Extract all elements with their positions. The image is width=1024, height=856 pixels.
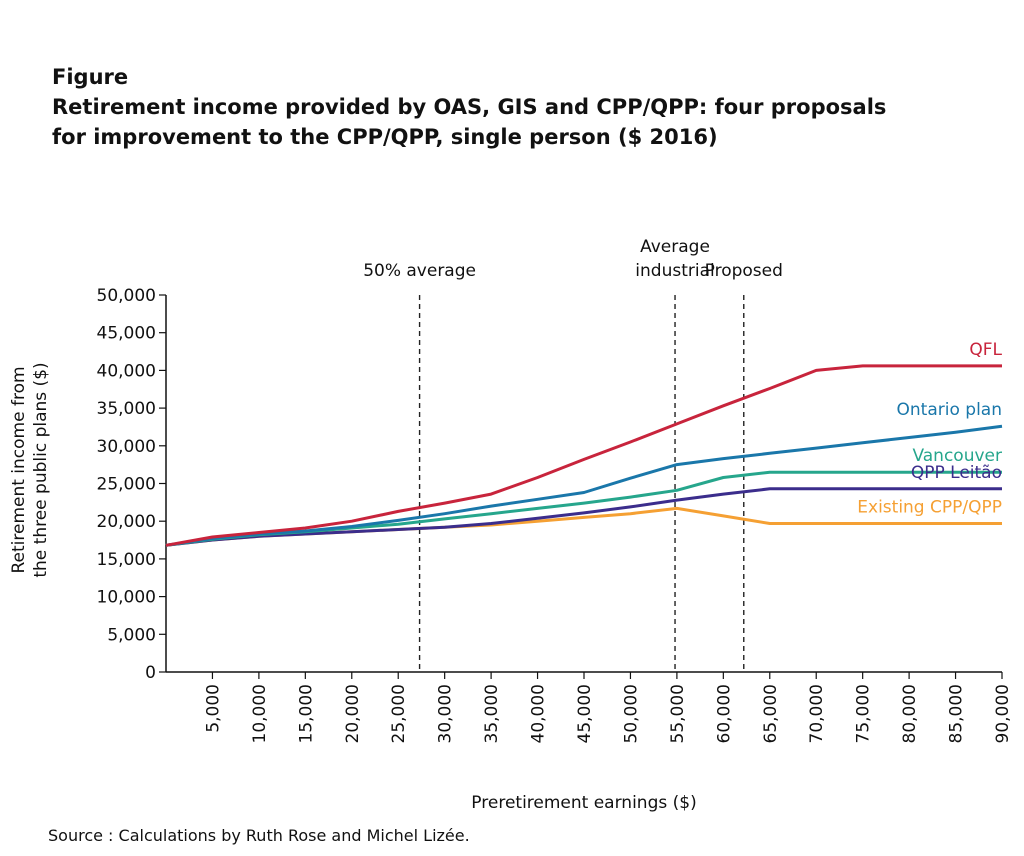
series-line	[165, 487, 1002, 547]
y-tick-label: 30,000	[97, 437, 156, 457]
y-tick-label: 20,000	[97, 512, 156, 532]
x-tick-label: 55,000	[668, 684, 688, 743]
x-tick-label: 35,000	[482, 684, 502, 743]
x-tick-label: 70,000	[807, 684, 827, 743]
x-axis-title: Preretirement earnings ($)	[471, 793, 696, 813]
reference-line-label: 50% average	[363, 261, 476, 281]
y-tick-label: 50,000	[97, 286, 156, 306]
y-tick-label: 25,000	[97, 475, 156, 495]
figure-header: Figure Retirement income provided by OAS…	[52, 62, 886, 152]
series-label: Ontario plan	[897, 400, 1002, 420]
y-tick-label: 0	[145, 663, 156, 683]
x-tick-label: 65,000	[761, 684, 781, 743]
x-tick-label: 80,000	[900, 684, 920, 743]
y-tick-label: 15,000	[97, 550, 156, 570]
series-label: Existing CPP/QPP	[857, 497, 1002, 517]
x-tick-label: 50,000	[621, 684, 641, 743]
reference-line-label: Average	[640, 237, 710, 257]
y-axis-title-line: Retirement income from	[9, 366, 29, 573]
series-label: QFL	[969, 340, 1002, 360]
y-tick-label: 5,000	[107, 625, 156, 645]
x-tick-label: 60,000	[714, 684, 734, 743]
y-axis-title-line: the three public plans ($)	[31, 362, 51, 577]
x-tick-label: 25,000	[389, 684, 409, 743]
series-line	[165, 424, 1003, 547]
series-label: QPP Leitão	[911, 463, 1002, 483]
x-tick-label: 20,000	[343, 684, 363, 743]
y-tick-label: 40,000	[97, 361, 156, 381]
x-tick-label: 15,000	[296, 684, 316, 743]
figure-title-line-2: for improvement to the CPP/QPP, single p…	[52, 125, 718, 149]
x-tick-label: 40,000	[529, 684, 549, 743]
series-line	[165, 364, 1002, 547]
figure-label: Figure	[52, 65, 129, 89]
y-tick-label: 35,000	[97, 399, 156, 419]
series-label: Vancouver	[912, 446, 1002, 466]
x-tick-label: 90,000	[993, 684, 1013, 743]
y-tick-label: 45,000	[97, 324, 156, 344]
x-tick-label: 75,000	[854, 684, 874, 743]
x-tick-label: 85,000	[947, 684, 967, 743]
source-note: Source : Calculations by Ruth Rose and M…	[48, 826, 470, 845]
x-tick-label: 10,000	[250, 684, 270, 743]
x-tick-label: 30,000	[436, 684, 456, 743]
x-tick-label: 45,000	[575, 684, 595, 743]
y-tick-label: 10,000	[97, 588, 156, 608]
x-tick-label: 5,000	[203, 684, 223, 733]
reference-line-label: Proposed	[705, 261, 783, 281]
reference-line-label: industrial	[635, 261, 714, 281]
figure-title-line-1: Retirement income provided by OAS, GIS a…	[52, 95, 887, 119]
